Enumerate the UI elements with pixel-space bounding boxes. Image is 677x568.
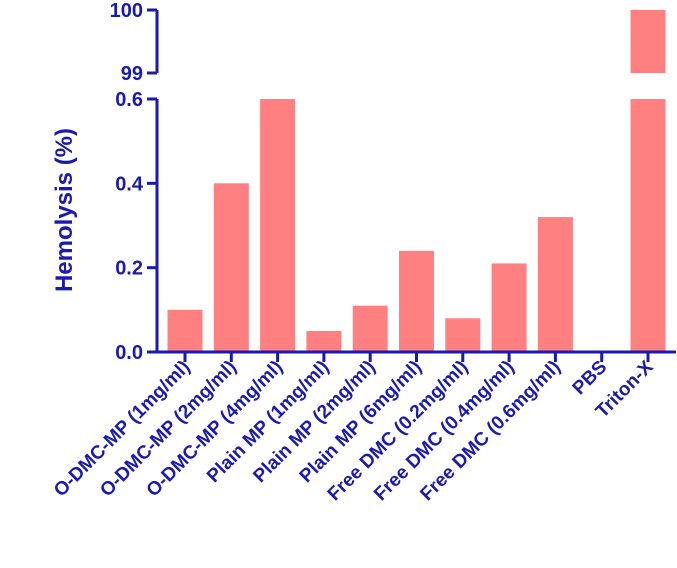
y-tick-lower-0-label: 0.0 [115, 342, 143, 364]
bar-7 [491, 263, 527, 352]
bar-6 [445, 318, 481, 352]
y-tick-upper-1-label: 100 [110, 0, 143, 22]
y-tick-lower-2-label: 0.4 [115, 173, 144, 195]
bars-group [167, 10, 666, 352]
y-tick-upper-0-label: 99 [121, 63, 143, 85]
bar-3 [306, 330, 342, 352]
bar-4 [352, 305, 388, 352]
y-axis-label: Hemolysis (%) [51, 128, 78, 292]
y-tick-lower-3-label: 0.6 [115, 89, 143, 111]
bar-1 [213, 183, 249, 352]
axes-group [155, 10, 676, 362]
bar-8 [537, 217, 573, 352]
x-category-labels: O-DMC-MP (1mg/ml)O-DMC-MP (2mg/ml)O-DMC-… [50, 356, 658, 505]
bar-5 [399, 250, 434, 352]
bar-0 [167, 309, 203, 352]
bar-10-lower [630, 99, 666, 352]
bar-10-upper [630, 10, 666, 73]
y-tick-lower-1-label: 0.2 [115, 258, 143, 280]
x-category-label-9: PBS [569, 357, 611, 399]
bar-2 [260, 99, 296, 352]
y-ticks-group: 0.0 0.2 0.4 0.6 99 100 [110, 0, 157, 364]
